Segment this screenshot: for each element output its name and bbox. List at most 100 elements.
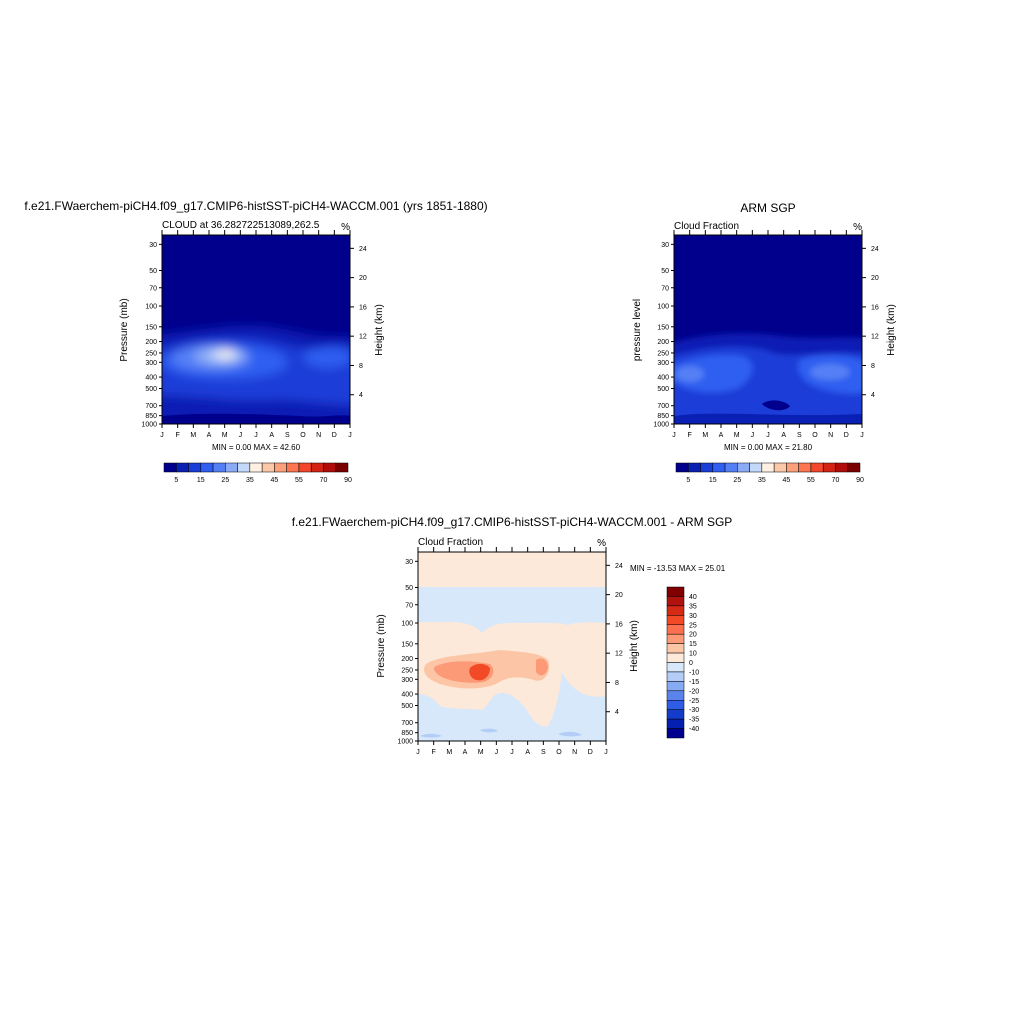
colorbar-label: 15 xyxy=(709,477,717,484)
panel-model-ylabel-right: Height (km) xyxy=(374,304,385,356)
x-tick-label: O xyxy=(556,749,562,756)
colorbar-label: 5 xyxy=(174,477,178,484)
x-tick-label: D xyxy=(588,749,593,756)
y-right-tick-label: 8 xyxy=(615,680,619,687)
colorbar-label: -20 xyxy=(689,688,699,695)
y-tick-label: 400 xyxy=(145,375,157,382)
y-right-tick-label: 16 xyxy=(615,621,623,628)
y-tick-label: 250 xyxy=(145,350,157,357)
x-tick-label: J xyxy=(348,432,352,439)
colorbar-swatch xyxy=(847,462,861,473)
colorbar-swatch xyxy=(666,605,685,616)
panel-obs-axes: 30 50 70 100 150 200 250 300 400 500 700 850 1000 4 8 1… xyxy=(653,230,879,439)
colorbar-label: 55 xyxy=(295,477,303,484)
colorbar-label: -35 xyxy=(689,717,699,724)
contour-low-blob xyxy=(762,400,790,411)
x-tick-label: N xyxy=(828,432,833,439)
y-tick-label: 150 xyxy=(145,324,157,331)
y-right-tick-label: 20 xyxy=(615,592,623,599)
colorbar-swatch xyxy=(666,690,685,701)
colorbar-swatch xyxy=(666,718,685,729)
colorbar-label: 90 xyxy=(344,477,352,484)
colorbar-swatch xyxy=(724,462,738,473)
panel-model-minmax: MIN = 0.00 MAX = 42.60 xyxy=(212,443,301,452)
y-right-tick-label: 20 xyxy=(359,275,367,282)
y-tick-label: 200 xyxy=(401,656,413,663)
x-tick-label: O xyxy=(300,432,306,439)
x-tick-label: J xyxy=(416,749,420,756)
panel-diff-ylabel-right: Height (km) xyxy=(629,620,640,672)
y-tick-label: 1000 xyxy=(653,422,669,429)
contour-surface xyxy=(674,413,862,424)
colorbar-label: 25 xyxy=(733,477,741,484)
x-tick-label: A xyxy=(781,432,786,439)
colorbar-label: -15 xyxy=(689,679,699,686)
colorbar-swatch xyxy=(749,462,763,473)
x-tick-label: S xyxy=(541,749,546,756)
y-tick-label: 100 xyxy=(657,304,669,311)
y-right-tick-label: 16 xyxy=(871,304,879,311)
colorbar-swatch xyxy=(666,700,685,710)
panel-model-ylabel: Pressure (mb) xyxy=(119,298,130,361)
y-right-tick-label: 8 xyxy=(359,363,363,370)
contour-level-3 xyxy=(674,354,753,393)
x-tick-label: N xyxy=(316,432,321,439)
y-right-tick-label: 24 xyxy=(871,246,879,253)
colorbar-swatch xyxy=(798,462,812,473)
colorbar-swatch xyxy=(761,462,775,473)
colorbar-label: 35 xyxy=(689,603,697,610)
x-tick-label: J xyxy=(751,432,755,439)
x-tick-label: M xyxy=(190,432,196,439)
contour-negative-upper xyxy=(418,587,606,633)
y-tick-label: 200 xyxy=(657,339,669,346)
contour-negative-lower xyxy=(418,672,606,741)
panel-model-title: f.e21.FWaerchem-piCH4.f09_g17.CMIP6-hist… xyxy=(24,199,487,213)
y-tick-label: 700 xyxy=(657,403,669,410)
y-tick-label: 150 xyxy=(401,641,413,648)
x-tick-label: D xyxy=(332,432,337,439)
colorbar-label: 55 xyxy=(807,477,815,484)
contour-positive-3 xyxy=(536,658,548,676)
colorbar-swatch xyxy=(666,586,685,597)
colorbar-swatch xyxy=(249,462,263,473)
colorbar-swatch xyxy=(666,643,685,654)
x-tick-label: A xyxy=(525,749,530,756)
y-tick-label: 300 xyxy=(401,677,413,684)
x-tick-label: J xyxy=(495,749,499,756)
y-right-tick-label: 24 xyxy=(359,246,367,253)
panel-model-axes: 30 50 70 100 150 200 250 300 400 500 700 850 1000 4 8 1… xyxy=(141,230,367,439)
panel-diff-plot-area xyxy=(418,552,606,741)
x-tick-label: M xyxy=(222,432,228,439)
colorbar-swatch xyxy=(737,462,750,473)
y-tick-label: 700 xyxy=(145,403,157,410)
colorbar-label: 45 xyxy=(783,477,791,484)
x-tick-label: J xyxy=(766,432,770,439)
y-tick-label: 250 xyxy=(401,667,413,674)
y-tick-label: 700 xyxy=(401,720,413,727)
y-tick-label: 250 xyxy=(657,350,669,357)
y-tick-label: 400 xyxy=(401,692,413,699)
x-tick-label: A xyxy=(207,432,212,439)
y-tick-label: 100 xyxy=(401,621,413,628)
colorbar-label: 40 xyxy=(689,594,697,601)
panel-model-plot-area xyxy=(162,235,350,424)
colorbar-swatch xyxy=(237,462,251,473)
panel-diff-subtitle: Cloud Fraction xyxy=(418,537,483,548)
colorbar-swatch xyxy=(188,462,202,473)
contour-negative-small xyxy=(480,728,498,733)
y-right-tick-label: 20 xyxy=(871,275,879,282)
colorbar-label: 10 xyxy=(689,651,697,658)
y-tick-label: 30 xyxy=(405,559,413,566)
panel-obs: ARM SGP Cloud Fraction % 30 50 70 100 150 200… xyxy=(632,201,897,484)
panel-obs-minmax: MIN = 0.00 MAX = 21.80 xyxy=(724,443,813,452)
colorbar-label: -40 xyxy=(689,726,699,733)
x-tick-label: F xyxy=(176,432,180,439)
y-tick-label: 500 xyxy=(145,386,157,393)
colorbar-swatch xyxy=(786,462,799,473)
contour-negative-small xyxy=(558,731,582,737)
contour-max xyxy=(220,350,232,358)
y-right-tick-label: 12 xyxy=(615,651,623,658)
colorbar-swatch xyxy=(335,462,349,473)
y-tick-label: 400 xyxy=(657,375,669,382)
y-right-tick-label: 4 xyxy=(615,709,619,716)
